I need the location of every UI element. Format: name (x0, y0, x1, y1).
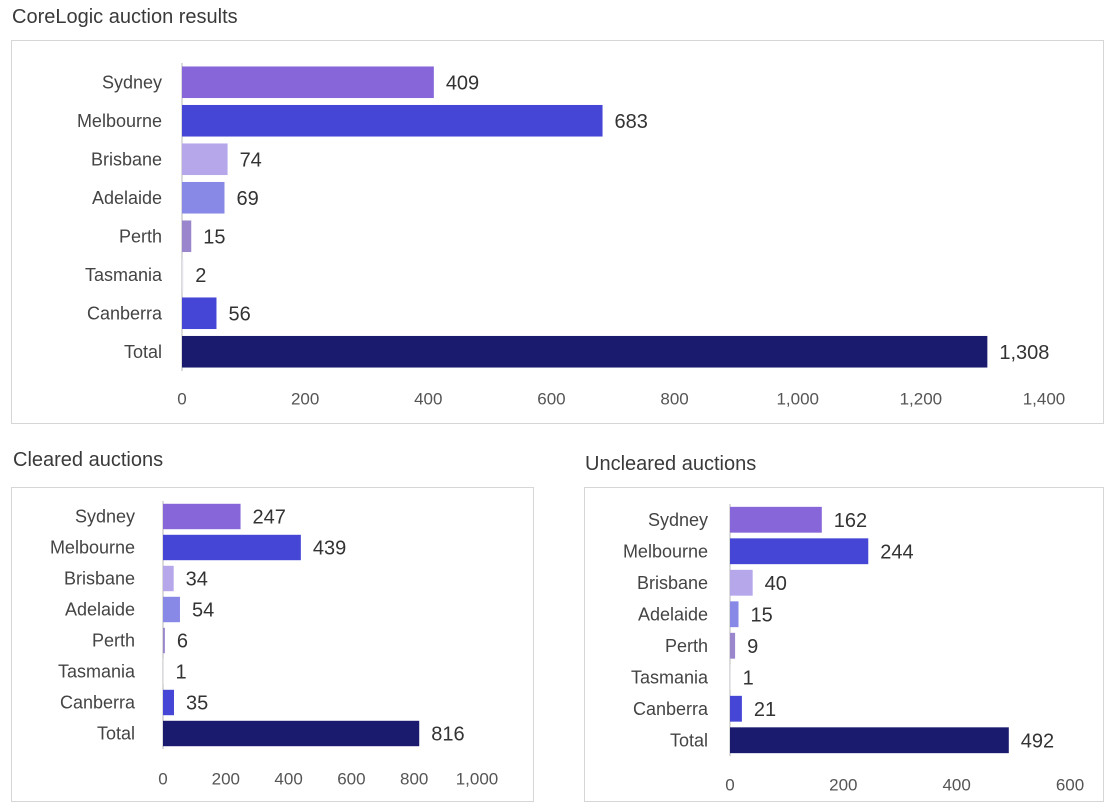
bar-total (163, 720, 420, 747)
bar-perth (163, 627, 165, 654)
category-label-canberra: Canberra (60, 693, 136, 713)
value-label-canberra: 35 (186, 693, 208, 715)
bar-melbourne (730, 538, 869, 565)
cleared-chart-title: Cleared auctions (13, 449, 164, 471)
category-label-melbourne: Melbourne (77, 111, 162, 131)
value-label-tasmania: 1 (743, 667, 754, 689)
bar-canberra (163, 689, 174, 716)
category-label-sydney: Sydney (75, 507, 135, 527)
bar-adelaide (163, 596, 180, 623)
category-label-adelaide: Adelaide (65, 600, 135, 620)
x-tick-label: 400 (274, 770, 302, 789)
bar-total (730, 727, 1009, 754)
category-label-adelaide: Adelaide (92, 188, 162, 208)
value-label-melbourne: 439 (313, 538, 346, 560)
value-label-brisbane: 74 (240, 149, 262, 171)
bar-tasmania (730, 664, 731, 691)
value-label-melbourne: 683 (615, 111, 648, 133)
value-label-perth: 9 (747, 636, 758, 658)
category-label-tasmania: Tasmania (85, 265, 163, 285)
value-label-adelaide: 69 (236, 188, 258, 210)
bar-melbourne (182, 104, 603, 137)
value-label-perth: 15 (203, 226, 225, 248)
bar-total (182, 335, 988, 368)
x-tick-label: 1,000 (776, 390, 819, 409)
bar-brisbane (182, 143, 228, 176)
value-label-perth: 6 (177, 631, 188, 653)
value-label-adelaide: 54 (192, 600, 214, 622)
bar-melbourne (163, 534, 301, 561)
value-label-brisbane: 40 (765, 573, 787, 595)
category-label-sydney: Sydney (648, 510, 708, 530)
value-label-total: 1,308 (999, 342, 1049, 364)
category-label-canberra: Canberra (87, 303, 163, 323)
category-label-sydney: Sydney (102, 72, 162, 92)
bar-perth (182, 220, 192, 253)
category-label-total: Total (670, 730, 708, 750)
bar-brisbane (163, 565, 174, 592)
bar-sydney (730, 506, 822, 533)
value-label-total: 816 (431, 724, 464, 746)
category-label-perth: Perth (92, 631, 135, 651)
x-tick-label: 1,200 (900, 390, 943, 409)
cleared-chart-panel: Sydney 247 Melbourne 439 Brisbane 34 Adelaide 5… (11, 487, 534, 802)
bar-canberra (182, 297, 217, 330)
value-label-sydney: 162 (834, 510, 867, 532)
category-label-perth: Perth (665, 636, 708, 656)
bar-perth (730, 632, 736, 659)
bar-canberra (730, 695, 742, 722)
bar-adelaide (730, 601, 739, 628)
uncleared-chart-panel: Sydney 162 Melbourne 244 Brisbane 40 Adelaide 1… (584, 487, 1104, 802)
value-label-melbourne: 244 (880, 541, 913, 563)
value-label-brisbane: 34 (186, 569, 208, 591)
uncleared-chart: Sydney 162 Melbourne 244 Brisbane 40 Adelaide 1… (623, 504, 1084, 795)
category-label-brisbane: Brisbane (64, 569, 135, 589)
category-label-melbourne: Melbourne (623, 541, 708, 561)
category-label-perth: Perth (119, 226, 162, 246)
x-tick-label: 600 (537, 390, 565, 409)
x-tick-label: 400 (414, 390, 442, 409)
x-tick-label: 600 (337, 770, 365, 789)
x-tick-label: 800 (400, 770, 428, 789)
bar-sydney (182, 66, 434, 99)
category-label-brisbane: Brisbane (637, 573, 708, 593)
x-tick-label: 0 (725, 776, 734, 795)
bar-tasmania (182, 258, 184, 291)
main-chart-title: CoreLogic auction results (12, 6, 238, 28)
x-tick-label: 1,000 (456, 770, 499, 789)
category-label-brisbane: Brisbane (91, 149, 162, 169)
bar-sydney (163, 503, 241, 530)
category-label-adelaide: Adelaide (638, 604, 708, 624)
x-tick-label: 0 (177, 390, 186, 409)
category-label-canberra: Canberra (633, 699, 709, 719)
value-label-sydney: 409 (446, 72, 479, 94)
x-tick-label: 200 (291, 390, 319, 409)
category-label-melbourne: Melbourne (50, 538, 135, 558)
category-label-total: Total (124, 342, 162, 362)
x-tick-label: 800 (660, 390, 688, 409)
main-chart: Sydney 409 Melbourne 683 Brisbane 74 Adelaide 6… (77, 63, 1066, 409)
bar-adelaide (182, 181, 225, 214)
value-label-sydney: 247 (253, 507, 286, 529)
x-tick-label: 200 (212, 770, 240, 789)
value-label-adelaide: 15 (751, 604, 773, 626)
x-tick-label: 400 (942, 776, 970, 795)
category-label-tasmania: Tasmania (58, 662, 136, 682)
bar-tasmania (163, 658, 164, 685)
cleared-chart: Sydney 247 Melbourne 439 Brisbane 34 Adelaide 5… (50, 501, 499, 789)
bar-brisbane (730, 569, 753, 596)
x-tick-label: 1,400 (1023, 390, 1066, 409)
category-label-total: Total (97, 724, 135, 744)
value-label-total: 492 (1021, 730, 1054, 752)
main-chart-panel: Sydney 409 Melbourne 683 Brisbane 74 Adelaide 6… (11, 40, 1104, 424)
x-tick-label: 600 (1056, 776, 1084, 795)
uncleared-chart-title: Uncleared auctions (585, 453, 757, 475)
value-label-canberra: 21 (754, 699, 776, 721)
value-label-canberra: 56 (228, 303, 250, 325)
x-tick-label: 0 (158, 770, 167, 789)
value-label-tasmania: 2 (195, 265, 206, 287)
value-label-tasmania: 1 (176, 662, 187, 684)
x-tick-label: 200 (829, 776, 857, 795)
category-label-tasmania: Tasmania (631, 667, 709, 687)
